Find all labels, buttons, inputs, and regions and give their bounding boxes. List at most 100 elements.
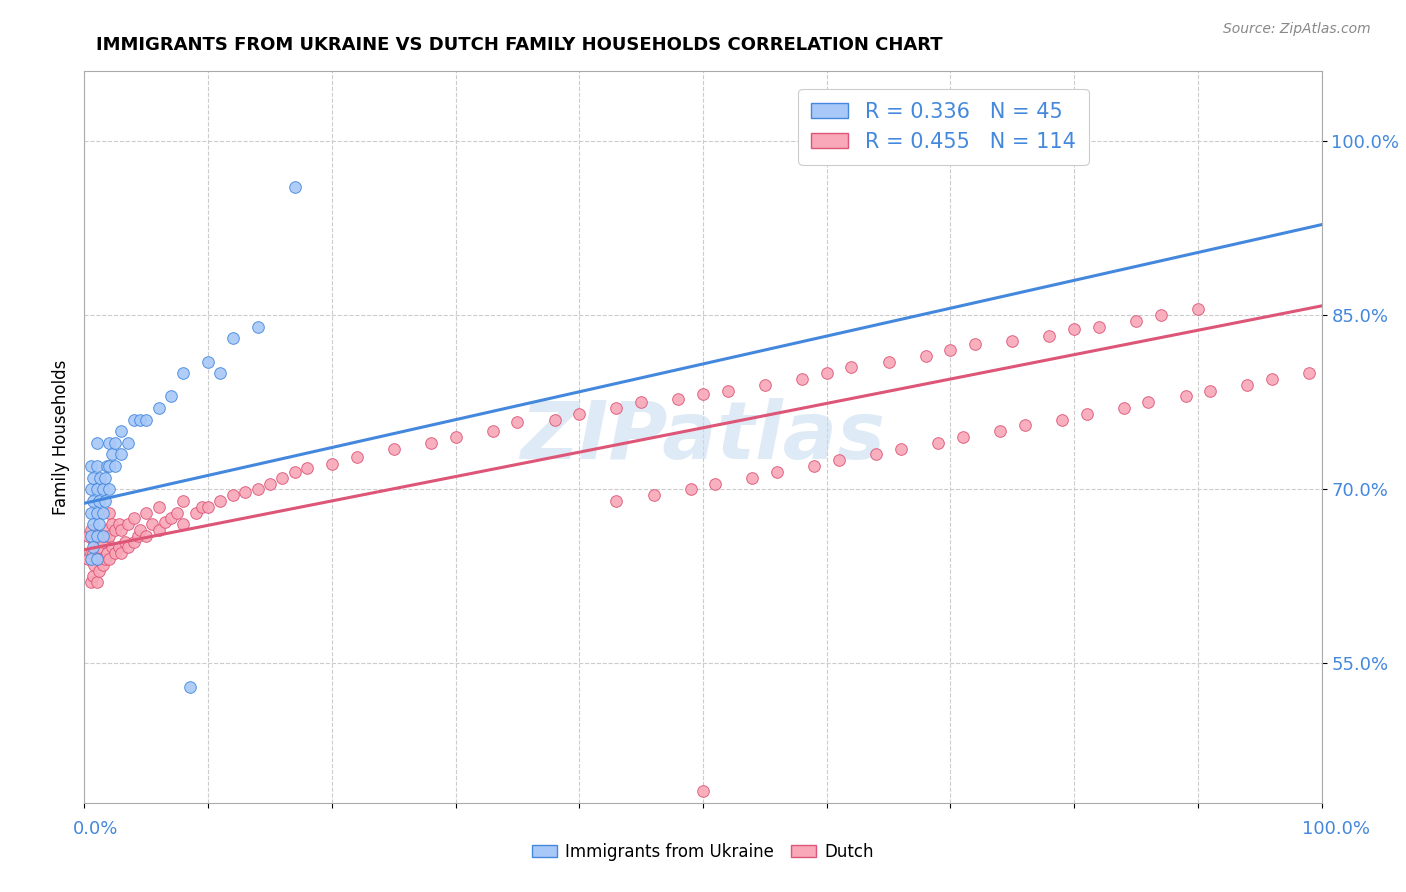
Point (94, 529, 117, 543)
Point (79, 523, 101, 537)
Point (939, 343, 962, 357)
Point (284, 465, 307, 479)
Point (233, 484, 256, 499)
Point (77, 552, 100, 566)
Point (148, 500, 170, 514)
Point (82, 471, 104, 485)
Point (94, 494, 117, 508)
Point (790, 372, 813, 386)
Point (246, 319, 269, 334)
Point (965, 337, 987, 351)
Point (1063, 322, 1085, 336)
Point (209, 494, 232, 508)
Point (79, 575, 101, 590)
Point (1236, 377, 1258, 392)
Point (692, 387, 714, 401)
Point (98, 483, 121, 497)
Point (284, 180, 307, 194)
Point (382, 442, 405, 456)
Point (100, 541, 122, 555)
Point (98, 506, 121, 520)
Point (91, 506, 114, 520)
Point (110, 546, 132, 560)
Point (160, 511, 183, 525)
Point (952, 430, 974, 444)
Point (86, 575, 108, 590)
Point (209, 366, 232, 380)
Point (605, 494, 627, 508)
Point (1076, 407, 1098, 421)
Point (1038, 329, 1060, 343)
Point (98, 552, 121, 566)
Point (110, 448, 132, 462)
Point (127, 529, 149, 543)
Point (129, 523, 152, 537)
Point (89, 517, 111, 532)
Point (82, 541, 104, 555)
Point (803, 459, 825, 474)
Point (79, 483, 101, 497)
Point (1088, 319, 1111, 334)
Point (129, 412, 152, 426)
Point (1001, 334, 1024, 348)
Point (96, 546, 118, 560)
Point (877, 354, 900, 368)
Point (222, 331, 245, 345)
Text: IMMIGRANTS FROM UKRAINE VS DUTCH FAMILY HOUSEHOLDS CORRELATION CHART: IMMIGRANTS FROM UKRAINE VS DUTCH FAMILY … (96, 36, 942, 54)
Point (222, 488, 245, 502)
Y-axis label: Family Households: Family Households (52, 359, 70, 515)
Point (94, 471, 117, 485)
Point (179, 680, 201, 694)
Point (89, 552, 111, 566)
Point (89, 471, 111, 485)
Point (259, 476, 281, 491)
Point (815, 366, 838, 380)
Point (321, 457, 343, 471)
Text: 0.0%: 0.0% (73, 820, 118, 838)
Point (153, 515, 176, 529)
Point (1150, 308, 1173, 322)
Point (117, 541, 139, 555)
Point (117, 436, 139, 450)
Point (110, 523, 132, 537)
Point (86, 506, 108, 520)
Point (135, 506, 157, 520)
Point (122, 534, 145, 549)
Legend: R = 0.336   N = 45, R = 0.455   N = 114: R = 0.336 N = 45, R = 0.455 N = 114 (799, 89, 1088, 164)
Point (94, 552, 117, 566)
Point (481, 424, 503, 438)
Point (91, 558, 114, 572)
Point (1137, 395, 1160, 409)
Point (91, 534, 114, 549)
Point (1125, 314, 1147, 328)
Point (704, 476, 727, 491)
Point (914, 349, 936, 363)
Point (100, 448, 122, 462)
Point (135, 529, 157, 543)
Point (271, 471, 294, 485)
Point (717, 384, 740, 398)
Point (865, 448, 887, 462)
Point (741, 471, 763, 485)
Point (86, 529, 108, 543)
Point (419, 436, 441, 450)
Point (184, 506, 207, 520)
Point (679, 483, 702, 497)
Point (692, 784, 714, 798)
Point (1298, 366, 1320, 380)
Point (89, 494, 111, 508)
Point (83, 558, 105, 572)
Point (86, 552, 108, 566)
Point (79, 546, 101, 560)
Point (568, 407, 591, 421)
Point (104, 436, 127, 450)
Point (988, 424, 1011, 438)
Point (89, 529, 111, 543)
Point (82, 517, 104, 532)
Text: ZIPatlas: ZIPatlas (520, 398, 886, 476)
Point (1199, 384, 1222, 398)
Point (172, 517, 194, 532)
Point (1112, 401, 1135, 415)
Point (643, 488, 665, 502)
Text: Source: ZipAtlas.com: Source: ZipAtlas.com (1223, 22, 1371, 37)
